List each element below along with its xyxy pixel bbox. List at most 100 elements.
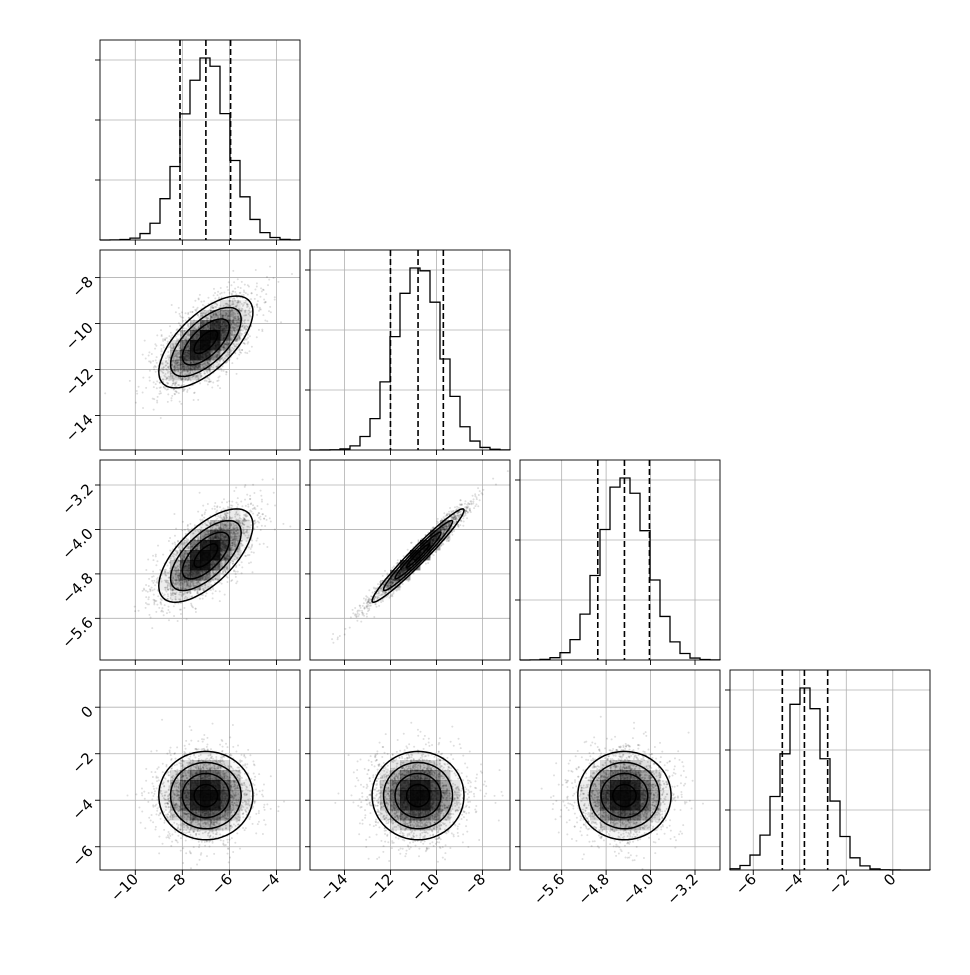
sample-point — [262, 314, 264, 316]
sample-point — [245, 292, 247, 294]
sample-point — [266, 519, 268, 521]
sample-point — [154, 584, 156, 586]
sample-point — [178, 392, 180, 394]
sample-point — [273, 492, 275, 494]
sample-point — [256, 286, 258, 288]
hist-panel-0 — [95, 40, 300, 245]
sample-point — [251, 545, 253, 547]
sample-point — [217, 515, 219, 517]
sample-point — [199, 294, 201, 296]
sample-point — [258, 512, 260, 514]
sample-point — [234, 298, 236, 300]
sample-point — [153, 409, 155, 411]
sample-point — [189, 387, 191, 389]
sample-point — [256, 306, 258, 308]
sample-point — [135, 402, 137, 404]
sample-point — [168, 619, 170, 621]
sample-point — [147, 598, 149, 600]
sample-point — [150, 616, 152, 618]
sample-point — [211, 508, 213, 510]
sample-point — [178, 307, 180, 309]
sample-point — [249, 335, 251, 337]
sample-point — [244, 352, 246, 354]
sample-point — [168, 540, 170, 542]
sample-point — [247, 293, 249, 295]
sample-point — [183, 384, 185, 386]
sample-point — [214, 502, 216, 504]
sample-point — [257, 300, 259, 302]
sample-point — [255, 269, 257, 271]
sample-point — [250, 524, 252, 526]
sample-point — [189, 311, 191, 313]
sample-point — [166, 382, 168, 384]
density-cell — [170, 590, 180, 600]
sample-point — [163, 346, 165, 348]
sample-point — [262, 289, 264, 291]
sample-point — [247, 334, 249, 336]
sample-point — [184, 388, 186, 390]
sample-point — [145, 596, 147, 598]
sample-point — [197, 399, 199, 401]
sample-point — [156, 560, 158, 562]
sample-point — [260, 529, 262, 531]
sample-point — [231, 579, 233, 581]
sample-point — [257, 537, 259, 539]
sample-point — [245, 505, 247, 507]
sample-point — [187, 389, 189, 391]
sample-point — [226, 286, 228, 288]
sample-point — [173, 605, 175, 607]
sample-point — [237, 286, 239, 288]
sample-point — [214, 508, 216, 510]
sample-point — [224, 594, 226, 596]
sample-point — [168, 335, 170, 337]
sample-point — [258, 329, 260, 331]
sample-point — [173, 615, 175, 617]
sample-point — [148, 376, 150, 378]
sample-point — [174, 541, 176, 543]
sample-point — [246, 339, 248, 341]
sample-point — [162, 554, 164, 556]
sample-point — [220, 287, 222, 289]
sample-point — [267, 284, 269, 286]
sample-point — [207, 383, 209, 385]
sample-point — [159, 387, 161, 389]
sample-point — [158, 607, 160, 609]
sample-point — [153, 588, 155, 590]
sample-point — [214, 297, 216, 299]
sample-point — [160, 344, 162, 346]
sample-point — [244, 499, 246, 501]
sample-point — [181, 529, 183, 531]
sample-point — [260, 287, 262, 289]
sample-point — [160, 329, 162, 331]
sample-point — [197, 511, 199, 513]
density-cell — [200, 550, 210, 560]
sample-point — [230, 298, 232, 300]
sample-point — [243, 291, 245, 293]
sample-point — [207, 503, 209, 505]
sample-point — [260, 308, 262, 310]
sample-point — [167, 565, 169, 567]
sample-point — [182, 390, 184, 392]
sample-point — [247, 554, 249, 556]
sample-point — [251, 292, 253, 294]
sample-point — [253, 306, 255, 308]
sample-point — [155, 383, 157, 385]
sample-point — [157, 545, 159, 547]
sample-point — [266, 276, 268, 278]
sample-point — [235, 487, 237, 489]
sample-point — [191, 605, 193, 607]
sample-point — [195, 608, 197, 610]
sample-point — [203, 517, 205, 519]
sample-point — [168, 606, 170, 608]
sample-point — [167, 341, 169, 343]
sample-point — [180, 613, 182, 615]
sample-point — [238, 564, 240, 566]
sample-point — [240, 500, 242, 502]
sample-point — [268, 279, 270, 281]
sample-point — [145, 590, 147, 592]
sample-point — [261, 499, 263, 501]
sample-point — [252, 513, 254, 515]
sample-point — [148, 351, 150, 353]
sample-point — [223, 291, 225, 293]
sample-point — [153, 381, 155, 383]
